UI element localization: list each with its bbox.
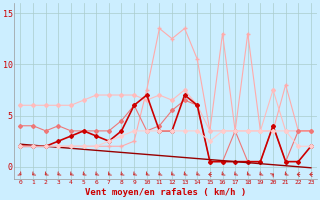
X-axis label: Vent moyen/en rafales ( km/h ): Vent moyen/en rafales ( km/h ) [85, 188, 246, 197]
